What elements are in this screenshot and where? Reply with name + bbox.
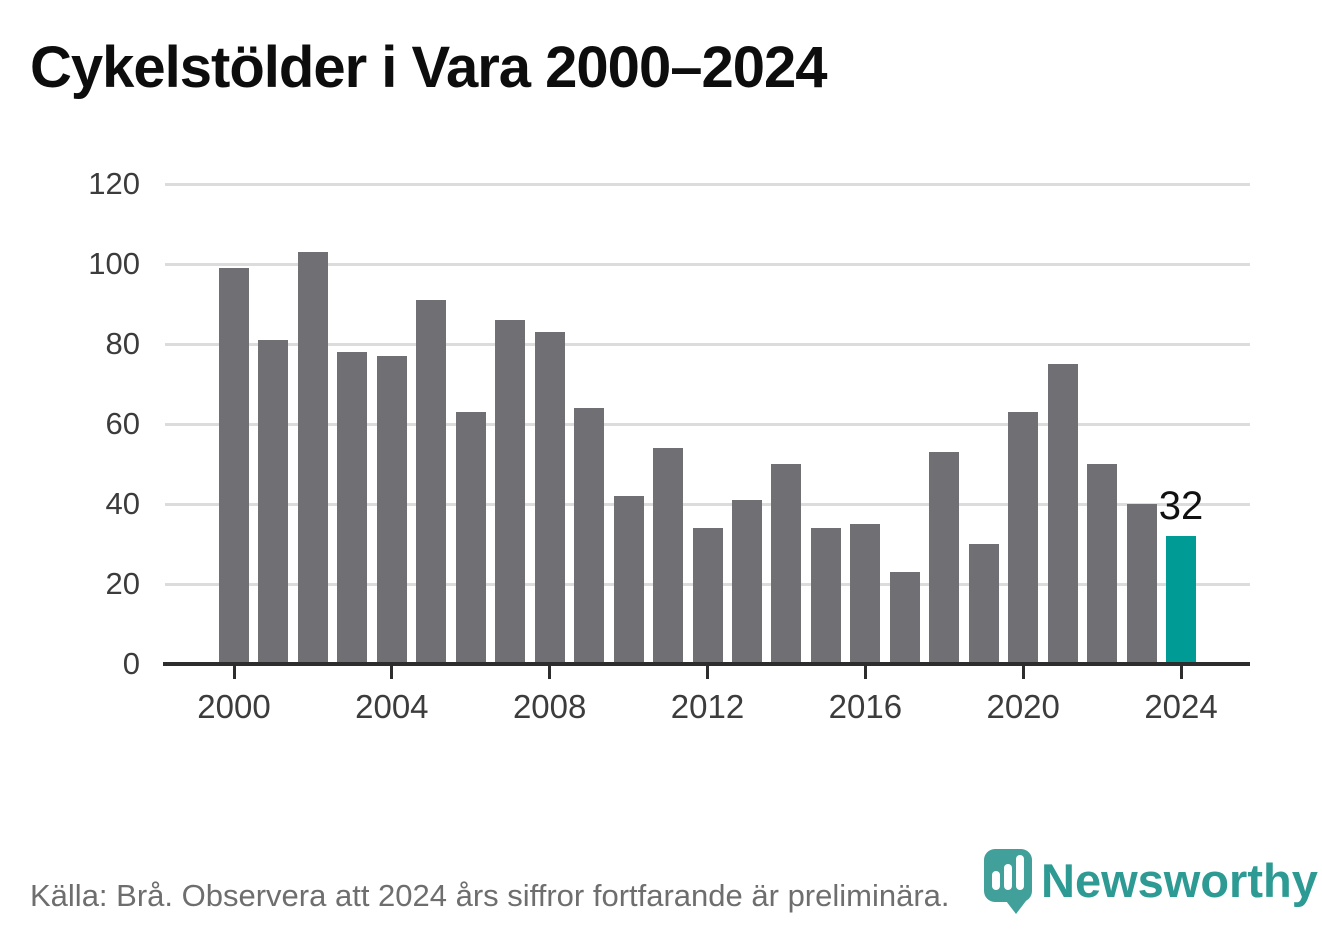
y-axis-tick-label-120: 120 bbox=[88, 166, 140, 201]
y-axis-tick-label-40: 40 bbox=[105, 486, 140, 521]
x-axis-line bbox=[163, 662, 1250, 666]
bar-2016 bbox=[850, 524, 881, 664]
bar-2005 bbox=[416, 300, 447, 664]
chart-title: Cykelstölder i Vara 2000–2024 bbox=[30, 35, 827, 100]
bar-2000 bbox=[219, 268, 249, 664]
x-axis-tick-2012 bbox=[706, 666, 710, 679]
bar-2024 bbox=[1166, 536, 1197, 664]
x-axis-tick-2004 bbox=[390, 666, 394, 679]
bar-2006 bbox=[455, 412, 486, 664]
gridline-y-80 bbox=[165, 343, 1250, 346]
bar-2023 bbox=[1126, 504, 1157, 664]
gridline-y-40 bbox=[165, 503, 1250, 506]
y-axis-tick-label-60: 60 bbox=[105, 406, 140, 441]
bar-2017 bbox=[889, 572, 920, 664]
x-axis-tick-label-2000: 2000 bbox=[197, 688, 271, 725]
y-axis-tick-label-100: 100 bbox=[88, 246, 140, 281]
bar-2007 bbox=[495, 320, 526, 664]
bar-2014 bbox=[771, 464, 802, 664]
bar-2008 bbox=[534, 332, 565, 664]
bar-2004 bbox=[376, 356, 407, 664]
x-axis-tick-2016 bbox=[863, 666, 867, 679]
bar-2010 bbox=[613, 496, 644, 664]
x-axis-tick-label-2012: 2012 bbox=[670, 688, 745, 725]
source-note: Källa: Brå. Observera att 2024 års siffr… bbox=[30, 878, 950, 913]
y-axis-tick-label-80: 80 bbox=[105, 326, 140, 361]
bar-2011 bbox=[653, 448, 684, 664]
y-axis-tick-label-20: 20 bbox=[105, 566, 140, 601]
x-axis-tick-2024 bbox=[1179, 666, 1183, 679]
x-axis-tick-label-2024: 2024 bbox=[1144, 688, 1218, 725]
bar-2022 bbox=[1087, 464, 1118, 664]
logo-barchart-bar-medium-icon bbox=[1004, 864, 1012, 890]
bar-2003 bbox=[337, 352, 368, 664]
logo-barchart-bar-small-icon bbox=[992, 871, 1000, 890]
bar-2021 bbox=[1047, 364, 1078, 664]
y-axis-tick-label-0: 0 bbox=[122, 646, 140, 681]
x-axis-tick-2000 bbox=[232, 666, 236, 679]
bar-2002 bbox=[297, 252, 328, 664]
bar-2009 bbox=[574, 408, 605, 664]
bar-2018 bbox=[929, 452, 960, 664]
highlight-value-label: 32 bbox=[1158, 484, 1204, 528]
bar-2012 bbox=[692, 528, 723, 664]
bar-2020 bbox=[1008, 412, 1039, 664]
x-axis-tick-label-2008: 2008 bbox=[512, 688, 587, 725]
x-axis-tick-label-2004: 2004 bbox=[355, 688, 429, 725]
bar-2013 bbox=[731, 500, 762, 664]
x-axis-tick-2008 bbox=[548, 666, 552, 679]
newsworthy-wordmark: Newsworthy bbox=[1041, 854, 1318, 907]
bar-2001 bbox=[258, 340, 289, 664]
newsworthy-pin-tail-icon bbox=[1003, 897, 1029, 914]
gridline-y-120 bbox=[165, 183, 1250, 186]
x-axis-tick-label-2016: 2016 bbox=[828, 688, 903, 725]
gridline-y-60 bbox=[165, 423, 1250, 426]
bar-2019 bbox=[968, 544, 999, 664]
bar-2015 bbox=[810, 528, 841, 664]
x-axis-tick-2020 bbox=[1021, 666, 1025, 679]
gridline-y-100 bbox=[165, 263, 1250, 266]
logo-barchart-bar-tall-icon bbox=[1016, 855, 1024, 890]
x-axis-tick-label-2020: 2020 bbox=[986, 688, 1060, 725]
